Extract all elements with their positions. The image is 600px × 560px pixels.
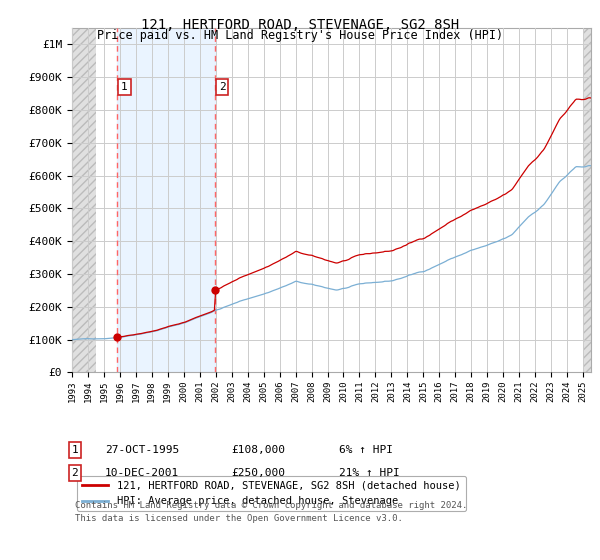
Text: £250,000: £250,000	[231, 468, 285, 478]
Text: 1: 1	[121, 82, 128, 92]
Text: 10-DEC-2001: 10-DEC-2001	[105, 468, 179, 478]
Text: £108,000: £108,000	[231, 445, 285, 455]
Text: Contains HM Land Registry data © Crown copyright and database right 2024.
This d: Contains HM Land Registry data © Crown c…	[75, 501, 467, 522]
Text: 21% ↑ HPI: 21% ↑ HPI	[339, 468, 400, 478]
Text: 121, HERTFORD ROAD, STEVENAGE, SG2 8SH: 121, HERTFORD ROAD, STEVENAGE, SG2 8SH	[141, 18, 459, 32]
Text: 6% ↑ HPI: 6% ↑ HPI	[339, 445, 393, 455]
Legend: 121, HERTFORD ROAD, STEVENAGE, SG2 8SH (detached house), HPI: Average price, det: 121, HERTFORD ROAD, STEVENAGE, SG2 8SH (…	[77, 476, 466, 511]
Bar	[72, 28, 96, 372]
Text: 27-OCT-1995: 27-OCT-1995	[105, 445, 179, 455]
Bar	[583, 28, 591, 372]
Text: 1: 1	[71, 445, 79, 455]
Text: 2: 2	[71, 468, 79, 478]
Text: 2: 2	[219, 82, 226, 92]
Text: Price paid vs. HM Land Registry's House Price Index (HPI): Price paid vs. HM Land Registry's House …	[97, 29, 503, 42]
Bar	[117, 28, 215, 372]
